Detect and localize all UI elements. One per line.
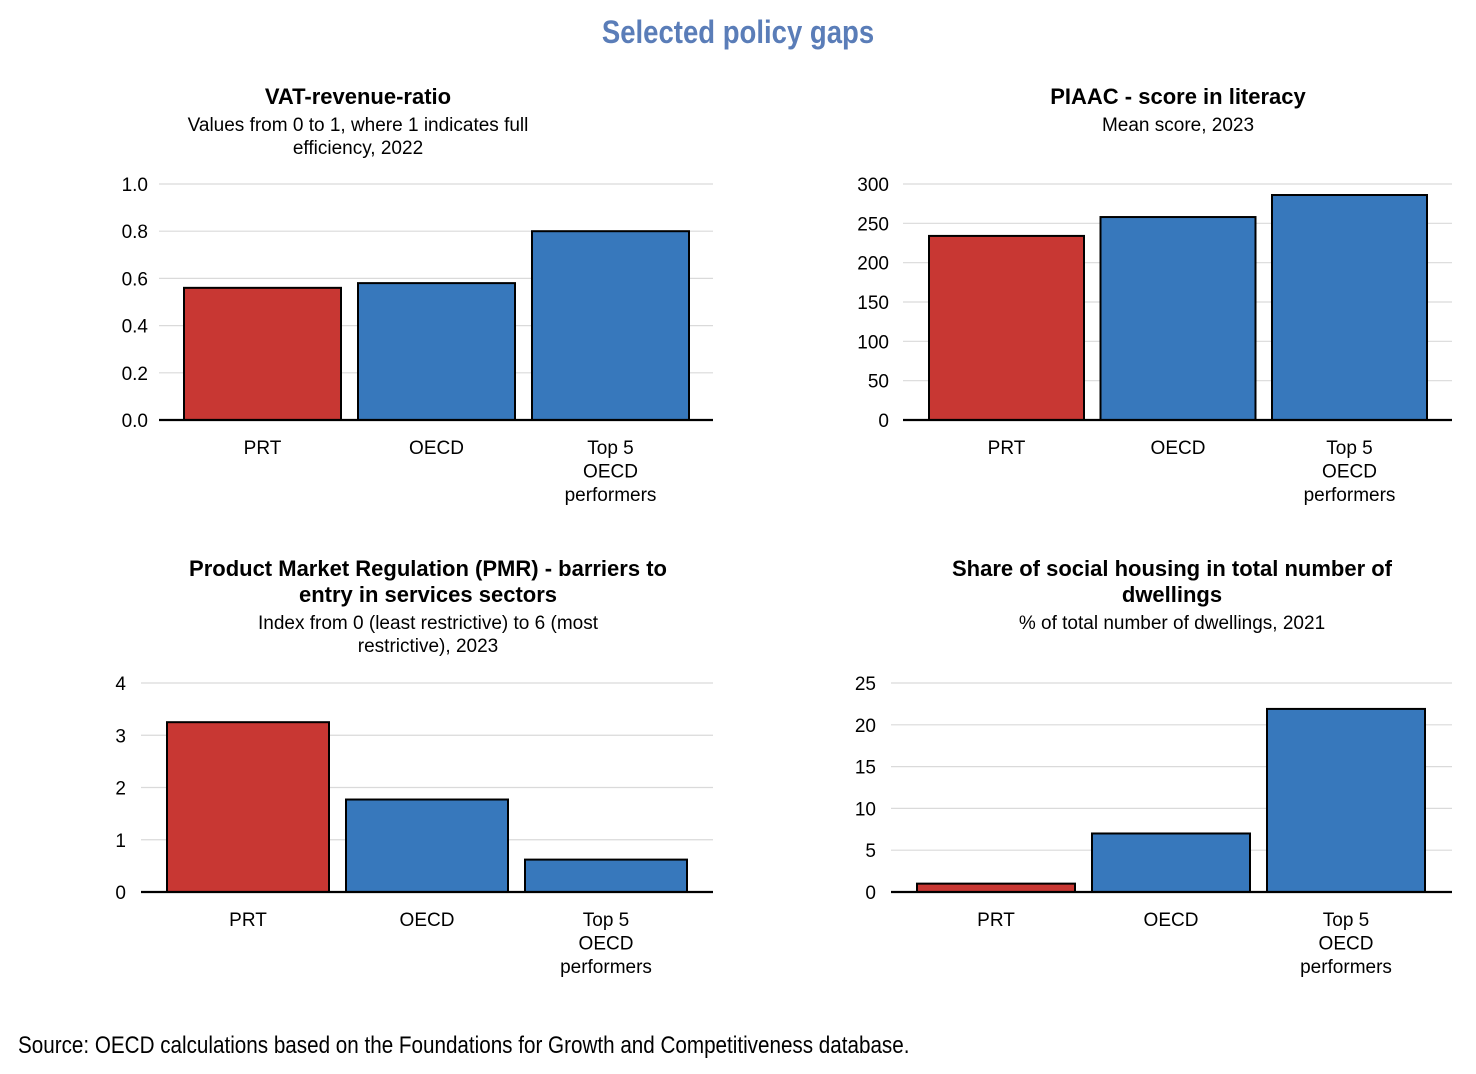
x-category-label-line: performers — [1304, 485, 1396, 506]
x-category-label-line: performers — [1300, 957, 1392, 978]
x-category-label-line: performers — [565, 485, 657, 506]
bar — [1099, 216, 1257, 421]
chart-subtitle: Mean score, 2023 — [900, 114, 1456, 137]
x-category-label-line: OECD — [400, 910, 455, 931]
chart-title: Share of social housing in total number … — [872, 556, 1472, 608]
y-tick-label: 0 — [115, 883, 126, 904]
bar — [357, 282, 516, 421]
y-tick-label: 1.0 — [122, 175, 148, 196]
y-tick-label: 0 — [878, 411, 889, 432]
y-tick-label: 150 — [857, 293, 889, 314]
chart-title-line: Share of social housing in total number … — [951, 556, 1393, 581]
x-category-label-line: Top 5 — [587, 438, 633, 459]
x-category-label-line: Top 5 — [1323, 910, 1369, 931]
x-category-label-line: OECD — [1319, 934, 1374, 955]
x-category-label-line: PRT — [977, 910, 1015, 931]
x-category-label-line: PRT — [229, 910, 267, 931]
chart-panel-pmr: Product Market Regulation (PMR) - barrie… — [0, 0, 738, 1000]
x-category-label-line: OECD — [1322, 462, 1377, 483]
y-tick-label: 25 — [855, 674, 876, 695]
y-tick-label: 15 — [855, 758, 876, 779]
y-tick-label: 100 — [857, 332, 889, 353]
chart-subtitle: Values from 0 to 1, where 1 indicates fu… — [80, 114, 636, 160]
y-tick-label: 0.2 — [122, 364, 148, 385]
y-tick-label: 0.4 — [122, 317, 149, 338]
figure-title: Selected policy gaps — [601, 14, 875, 50]
chart-title-line: VAT-revenue-ratio — [264, 84, 452, 109]
y-tick-label: 0.0 — [122, 411, 148, 432]
chart-title: PIAAC - score in literacy — [900, 84, 1456, 110]
chart-subtitle-line: restrictive), 2023 — [357, 636, 499, 657]
x-category-label: Top 5 OECD performers — [560, 910, 652, 978]
x-category-label-line: OECD — [579, 934, 634, 955]
x-category-label-line: OECD — [583, 462, 638, 483]
source-note: Source: OECD calculations based on the F… — [18, 1032, 910, 1059]
bar — [1091, 832, 1251, 893]
y-tick-label: 1 — [115, 831, 126, 852]
y-tick-label: 5 — [865, 841, 876, 862]
y-tick-label: 10 — [855, 799, 876, 820]
x-category-label: PRT — [977, 910, 1015, 931]
x-category-label-line: performers — [560, 957, 652, 978]
chart-title-line: Product Market Regulation (PMR) - barrie… — [189, 556, 667, 581]
y-tick-label: 300 — [857, 175, 889, 196]
x-category-label: Top 5 OECD performers — [1300, 910, 1392, 978]
chart-title-line: dwellings — [1121, 582, 1223, 607]
bar — [1266, 707, 1426, 894]
chart-subtitle: % of total number of dwellings, 2021 — [872, 612, 1472, 635]
chart-panel-piaac: PIAAC - score in literacy Mean score, 20… — [0, 0, 1476, 520]
y-tick-label: 0.8 — [122, 222, 148, 243]
y-tick-label: 50 — [868, 372, 889, 393]
chart-title-line: entry in services sectors — [298, 582, 558, 607]
chart-subtitle: Index from 0 (least restrictive) to 6 (m… — [130, 612, 726, 658]
chart-panel-vat: VAT-revenue-ratio Values from 0 to 1, wh… — [0, 0, 738, 520]
x-category-label-line: Top 5 — [583, 910, 629, 931]
y-tick-label: 200 — [857, 254, 889, 275]
x-category-label: Top 5 OECD performers — [565, 438, 657, 506]
x-category-label: PRT — [229, 910, 267, 931]
y-tick-label: 20 — [855, 716, 876, 737]
bar — [1271, 194, 1428, 421]
x-category-label-line: Top 5 — [1326, 438, 1372, 459]
chart-subtitle-line: Values from 0 to 1, where 1 indicates fu… — [187, 115, 529, 136]
bar — [531, 230, 690, 421]
y-tick-label: 0 — [865, 883, 876, 904]
x-category-label: PRT — [988, 438, 1026, 459]
x-category-label-line: PRT — [244, 438, 282, 459]
x-category-label: OECD — [1144, 910, 1199, 931]
x-category-label: PRT — [244, 438, 282, 459]
x-category-label: OECD — [400, 910, 455, 931]
x-category-label-line: PRT — [988, 438, 1026, 459]
chart-title: VAT-revenue-ratio — [80, 84, 636, 110]
chart-subtitle-line: efficiency, 2022 — [292, 138, 424, 159]
bar — [928, 234, 1085, 421]
x-category-label-line: OECD — [1144, 910, 1199, 931]
chart-subtitle-line: Mean score, 2023 — [1101, 115, 1255, 136]
chart-title-line: PIAAC - score in literacy — [1050, 84, 1306, 109]
y-tick-label: 3 — [115, 726, 126, 747]
chart-subtitle-line: % of total number of dwellings, 2021 — [1018, 613, 1326, 634]
y-tick-label: 250 — [857, 214, 889, 235]
y-tick-label: 0.6 — [122, 269, 148, 290]
chart-title: Product Market Regulation (PMR) - barrie… — [130, 556, 726, 608]
bar — [166, 721, 330, 893]
chart-panel-housing: Share of social housing in total number … — [855, 556, 1472, 978]
chart-subtitle-line: Index from 0 (least restrictive) to 6 (m… — [258, 613, 598, 634]
bar — [183, 286, 342, 421]
bar — [916, 882, 1076, 894]
y-tick-label: 4 — [115, 674, 126, 695]
x-category-label: Top 5 OECD performers — [1304, 438, 1396, 506]
y-tick-label: 2 — [115, 779, 126, 800]
x-category-label: OECD — [1151, 438, 1206, 459]
x-category-label-line: OECD — [1151, 438, 1206, 459]
x-category-label: OECD — [409, 438, 464, 459]
x-category-label-line: OECD — [409, 438, 464, 459]
